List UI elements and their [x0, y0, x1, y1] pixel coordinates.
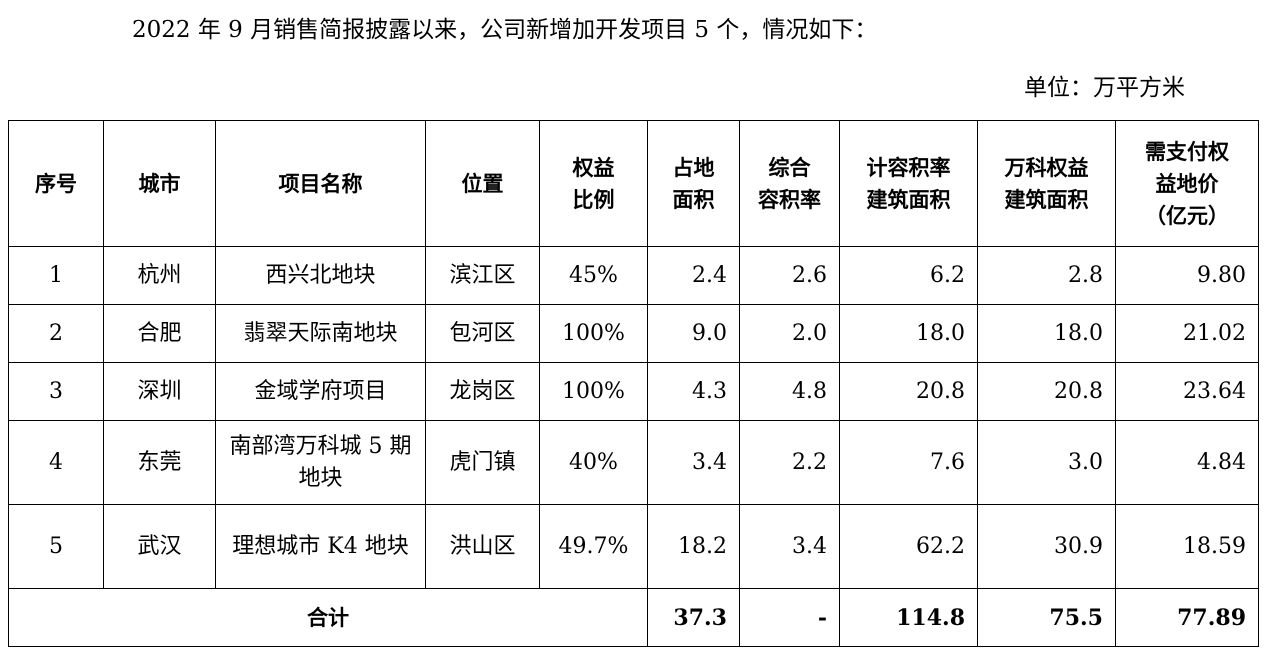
cell-price: 23.64 — [1115, 362, 1259, 421]
cell-vanke: 30.9 — [977, 504, 1116, 589]
header-equity-line1: 权益 — [572, 155, 615, 180]
header-equity-line2: 比例 — [572, 187, 615, 212]
header-land-line2: 面积 — [672, 187, 715, 212]
cell-city: 武汉 — [103, 504, 216, 589]
header-price: 需支付权 益地价 （亿元） — [1115, 120, 1259, 247]
table-row: 5 武汉 理想城市 K4 地块 洪山区 49.7% 18.2 3.4 62.2 … — [8, 504, 1259, 589]
cell-location: 龙岗区 — [425, 362, 540, 421]
header-price-line3: （亿元） — [1145, 203, 1229, 228]
cell-price: 18.59 — [1115, 504, 1259, 589]
header-vanke: 万科权益 建筑面积 — [977, 120, 1116, 247]
total-row: 合计 37.3 - 114.8 75.5 77.89 — [8, 588, 1259, 647]
cell-far: 2.6 — [739, 246, 840, 305]
cell-name: 理想城市 K4 地块 — [215, 504, 426, 589]
cell-seq: 5 — [8, 504, 104, 589]
cell-city: 合肥 — [103, 304, 216, 363]
cell-far: 2.2 — [739, 420, 840, 505]
cell-equity: 100% — [539, 362, 648, 421]
cell-price: 4.84 — [1115, 420, 1259, 505]
cell-equity: 45% — [539, 246, 648, 305]
cell-city: 东莞 — [103, 420, 216, 505]
cell-name: 金域学府项目 — [215, 362, 426, 421]
unit-label: 单位：万平方米 — [1024, 75, 1185, 101]
cell-location: 滨江区 — [425, 246, 540, 305]
header-gfa-line1: 计容积率 — [866, 155, 951, 180]
total-land: 37.3 — [647, 588, 740, 647]
cell-gfa: 20.8 — [839, 362, 978, 421]
cell-equity: 49.7% — [539, 504, 648, 589]
intro-paragraph: 2022 年 9 月销售简报披露以来，公司新增加开发项目 5 个，情况如下： — [132, 17, 878, 43]
header-far: 综合 容积率 — [739, 120, 840, 247]
total-label: 合计 — [8, 588, 648, 647]
cell-land: 18.2 — [647, 504, 740, 589]
cell-vanke: 20.8 — [977, 362, 1116, 421]
header-land: 占地 面积 — [647, 120, 740, 247]
cell-name: 翡翠天际南地块 — [215, 304, 426, 363]
projects-table: 序号 城市 项目名称 位置 权益 比例 占地 面积 综合 容积率 计容积率 建筑… — [8, 120, 1259, 647]
total-vanke: 75.5 — [977, 588, 1116, 647]
header-name: 项目名称 — [215, 120, 426, 247]
table-row: 3 深圳 金域学府项目 龙岗区 100% 4.3 4.8 20.8 20.8 2… — [8, 362, 1259, 421]
cell-equity: 40% — [539, 420, 648, 505]
header-equity: 权益 比例 — [539, 120, 648, 247]
cell-seq: 3 — [8, 362, 104, 421]
cell-name: 南部湾万科城 5 期地块 — [215, 420, 426, 505]
header-far-line2: 容积率 — [758, 187, 821, 212]
header-vanke-line1: 万科权益 — [1004, 155, 1089, 180]
cell-vanke: 2.8 — [977, 246, 1116, 305]
cell-seq: 1 — [8, 246, 104, 305]
cell-far: 3.4 — [739, 504, 840, 589]
header-city: 城市 — [103, 120, 216, 247]
cell-seq: 4 — [8, 420, 104, 505]
header-price-line1: 需支付权 — [1145, 139, 1229, 164]
cell-price: 9.80 — [1115, 246, 1259, 305]
cell-land: 2.4 — [647, 246, 740, 305]
header-land-line1: 占地 — [672, 155, 715, 180]
cell-gfa: 62.2 — [839, 504, 978, 589]
cell-city: 深圳 — [103, 362, 216, 421]
cell-price: 21.02 — [1115, 304, 1259, 363]
cell-location: 包河区 — [425, 304, 540, 363]
cell-far: 4.8 — [739, 362, 840, 421]
cell-vanke: 18.0 — [977, 304, 1116, 363]
cell-gfa: 7.6 — [839, 420, 978, 505]
table-row: 2 合肥 翡翠天际南地块 包河区 100% 9.0 2.0 18.0 18.0 … — [8, 304, 1259, 363]
cell-vanke: 3.0 — [977, 420, 1116, 505]
cell-location: 洪山区 — [425, 504, 540, 589]
cell-land: 9.0 — [647, 304, 740, 363]
header-far-line1: 综合 — [768, 155, 811, 180]
header-gfa-line2: 建筑面积 — [866, 187, 951, 212]
header-seq: 序号 — [8, 120, 104, 247]
total-gfa: 114.8 — [839, 588, 978, 647]
cell-land: 3.4 — [647, 420, 740, 505]
cell-seq: 2 — [8, 304, 104, 363]
table-row: 1 杭州 西兴北地块 滨江区 45% 2.4 2.6 6.2 2.8 9.80 — [8, 246, 1259, 305]
header-row: 序号 城市 项目名称 位置 权益 比例 占地 面积 综合 容积率 计容积率 建筑… — [8, 120, 1259, 247]
cell-equity: 100% — [539, 304, 648, 363]
cell-far: 2.0 — [739, 304, 840, 363]
cell-city: 杭州 — [103, 246, 216, 305]
header-location: 位置 — [425, 120, 540, 247]
header-vanke-line2: 建筑面积 — [1004, 187, 1089, 212]
total-price: 77.89 — [1115, 588, 1259, 647]
cell-location: 虎门镇 — [425, 420, 540, 505]
header-gfa: 计容积率 建筑面积 — [839, 120, 978, 247]
cell-gfa: 6.2 — [839, 246, 978, 305]
cell-gfa: 18.0 — [839, 304, 978, 363]
table-row: 4 东莞 南部湾万科城 5 期地块 虎门镇 40% 3.4 2.2 7.6 3.… — [8, 420, 1259, 505]
cell-land: 4.3 — [647, 362, 740, 421]
header-price-line2: 益地价 — [1155, 171, 1219, 196]
total-far: - — [739, 588, 840, 647]
cell-name: 西兴北地块 — [215, 246, 426, 305]
